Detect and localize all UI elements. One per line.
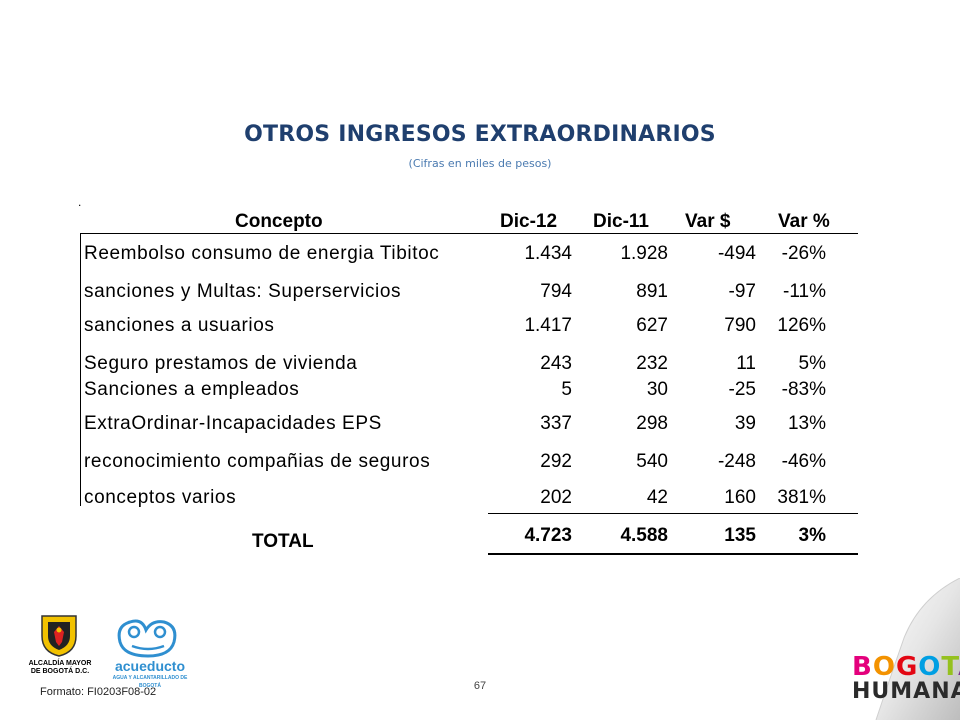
row-concepto: sanciones y Multas: Superservicios [84,281,402,302]
row-var-percent: -26% [781,243,826,264]
total-dic-11: 4.588 [620,525,668,546]
row-var-percent: 381% [777,487,826,508]
row-dic-12: 794 [540,281,572,302]
acueducto-logo-text: acueducto [114,658,185,674]
row-concepto: Seguro prestamos de vivienda [84,353,358,374]
row-dic-11: 540 [636,451,668,472]
left-rule [80,234,81,506]
header-concepto: Concepto [235,211,323,232]
row-concepto: sanciones a usuarios [84,315,275,336]
total-top-rule [488,513,858,514]
row-var-amount: 39 [734,413,756,434]
row-dic-11: 627 [636,315,668,336]
row-var-amount: 11 [736,353,756,374]
row-var-amount: 790 [724,315,756,336]
row-var-percent: 126% [777,315,826,336]
row-dic-12: 1.434 [524,243,572,264]
row-concepto: conceptos varios [84,487,237,508]
row-var-amount: -494 [717,243,756,264]
acueducto-logo-subtext: AGUA Y ALCANTARILLADO DE BOGOTÁ [112,675,188,689]
table-row: Sanciones a empleados 5 30 -25 -83% [80,376,858,404]
header-dic-11: Dic-11 [593,211,649,232]
row-concepto: ExtraOrdinar-Incapacidades EPS [84,413,382,434]
row-dic-11: 1.928 [620,243,668,264]
row-dic-12: 292 [540,451,572,472]
page-curl-decoration [875,578,960,720]
row-dic-12: 5 [561,379,572,400]
row-var-percent: -46% [781,451,826,472]
row-var-percent: -11% [783,281,826,302]
table-row: conceptos varios 202 42 160 381% [80,484,858,512]
acueducto-frog-logo [117,619,177,658]
row-concepto: Reembolso consumo de energia Tibitoc [84,243,440,264]
page-title: OTROS INGRESOS EXTRAORDINARIOS [244,122,716,147]
table-total-row: TOTAL 4.723 4.588 135 3% [80,522,858,552]
total-var-percent: 3% [798,525,826,546]
row-var-amount: -97 [728,281,756,302]
row-var-amount: -25 [728,379,756,400]
total-label: TOTAL [252,531,314,552]
header-rule [80,233,858,234]
row-dic-12: 337 [540,413,572,434]
row-dic-11: 298 [636,413,668,434]
alcaldia-coat-of-arms-logo [41,615,77,657]
row-dic-11: 232 [636,353,668,374]
table-row: Seguro prestamos de vivienda 243 232 11 … [80,350,858,378]
row-dic-11: 42 [646,487,668,508]
page-number: 67 [473,680,487,692]
formato-code: Formato: FI0203F08-02 [40,686,157,698]
header-dic-12: Dic-12 [500,211,558,232]
row-dic-12: 243 [540,353,572,374]
bogota-humana-logo-top: BOGOTÁ [852,652,960,682]
bogota-humana-logo-bottom: HUMANA [852,679,960,704]
row-dic-12: 202 [540,487,572,508]
page-subtitle: (Cifras en miles de pesos) [408,157,552,170]
table-row: sanciones a usuarios 1.417 627 790 126% [80,312,858,340]
row-concepto: Sanciones a empleados [84,379,300,400]
row-concepto: reconocimiento compañias de seguros [84,451,431,472]
header-var-amount: Var $ [685,211,731,232]
total-dic-12: 4.723 [524,525,572,546]
table-row: sanciones y Multas: Superservicios 794 8… [80,278,858,306]
total-var-amount: 135 [724,525,756,546]
table-row: reconocimiento compañias de seguros 292 … [80,448,858,476]
row-var-amount: -248 [717,451,756,472]
row-var-percent: -83% [781,379,826,400]
header-var-percent: Var % [778,211,830,232]
row-dic-11: 30 [646,379,668,400]
table-header-row: Concepto Dic-12 Dic-11 Var $ Var % [80,208,858,236]
bullet-dot: . [78,195,82,209]
alcaldia-logo-text: ALCALDÍA MAYOR DE BOGOTÁ D.C. [28,660,92,675]
row-dic-12: 1.417 [524,315,572,336]
total-bottom-rule [488,553,858,555]
table-row: ExtraOrdinar-Incapacidades EPS 337 298 3… [80,410,858,438]
row-var-percent: 13% [787,413,826,434]
row-var-amount: 160 [724,487,756,508]
row-var-percent: 5% [798,353,826,374]
table-row: Reembolso consumo de energia Tibitoc 1.4… [80,240,858,268]
row-dic-11: 891 [636,281,668,302]
